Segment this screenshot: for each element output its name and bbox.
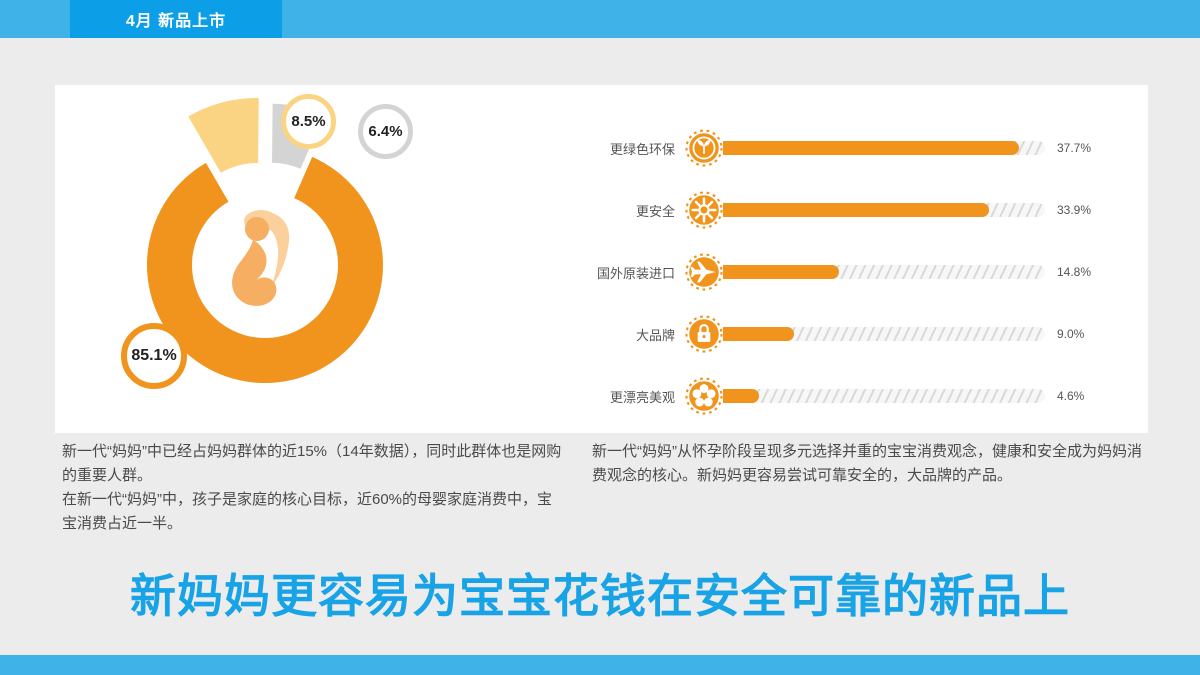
bar-fill bbox=[723, 327, 794, 341]
slide-tag: 4月 新品上市 bbox=[70, 0, 282, 38]
bar-value-label: 9.0% bbox=[1057, 327, 1085, 341]
paragraph-right: 新一代“妈妈”从怀孕阶段呈现多元选择并重的宝宝消费观念，健康和安全成为妈妈消费观… bbox=[592, 443, 1142, 484]
bar-chart: 更绿色环保 37.7% 更安全 33.9% 国外原装进口 14.8% 大品牌 9.0% 更漂亮美… bbox=[583, 117, 1143, 427]
bar-track bbox=[723, 203, 1045, 217]
bar-row: 国外原装进口 14.8% bbox=[583, 241, 1143, 303]
sun-icon bbox=[685, 191, 723, 229]
bottom-band bbox=[0, 655, 1200, 675]
bar-track bbox=[723, 141, 1045, 155]
bar-row: 大品牌 9.0% bbox=[583, 303, 1143, 365]
plane-icon bbox=[685, 253, 723, 291]
donut-chart: 85.1% 8.5% 6.4% bbox=[55, 85, 475, 433]
plant-icon bbox=[685, 129, 723, 167]
bar-track bbox=[723, 327, 1045, 341]
bar-row: 更安全 33.9% bbox=[583, 179, 1143, 241]
paragraph-left: 新一代“妈妈”中已经占妈妈群体的近15%（14年数据），同时此群体也是网购的重要… bbox=[62, 443, 562, 532]
bar-track bbox=[723, 265, 1045, 279]
bar-category-label: 更漂亮美观 bbox=[609, 389, 675, 405]
bar-value-label: 14.8% bbox=[1057, 265, 1092, 279]
bar-category-label: 更安全 bbox=[635, 203, 675, 219]
pregnant-woman-icon bbox=[232, 210, 290, 306]
content-card: 85.1% 8.5% 6.4% 更绿色环保 37.7% 更安全 33.9% 国外原装进口… bbox=[55, 85, 1148, 433]
bar-category-label: 更绿色环保 bbox=[609, 141, 675, 157]
bar-fill bbox=[723, 389, 760, 403]
bar-row: 更绿色环保 37.7% bbox=[583, 117, 1143, 179]
bar-fill bbox=[723, 203, 990, 217]
donut-label-second: 8.5% bbox=[281, 94, 336, 149]
bar-track bbox=[723, 389, 1045, 403]
donut-svg bbox=[146, 97, 383, 384]
bar-row: 更漂亮美观 4.6% bbox=[583, 365, 1143, 427]
bar-category-label: 国外原装进口 bbox=[596, 265, 675, 281]
donut-label-second-text: 8.5% bbox=[291, 113, 326, 130]
bar-value-label: 4.6% bbox=[1057, 389, 1085, 403]
slide-tag-label: 4月 新品上市 bbox=[125, 13, 227, 30]
donut-label-third-text: 6.4% bbox=[368, 123, 403, 140]
bar-category-label: 大品牌 bbox=[635, 327, 675, 343]
donut-label-main: 85.1% bbox=[121, 323, 187, 389]
donut-label-third: 6.4% bbox=[358, 104, 413, 159]
flower-icon bbox=[685, 377, 723, 415]
slide-headline: 新妈妈更容易为宝宝花钱在安全可靠的新品上 bbox=[130, 570, 1070, 622]
bar-value-label: 37.7% bbox=[1057, 141, 1092, 155]
bar-value-label: 33.9% bbox=[1057, 203, 1092, 217]
lock-icon bbox=[685, 315, 723, 353]
bar-fill bbox=[723, 265, 840, 279]
donut-label-main-text: 85.1% bbox=[131, 347, 177, 364]
bar-fill bbox=[723, 141, 1020, 155]
